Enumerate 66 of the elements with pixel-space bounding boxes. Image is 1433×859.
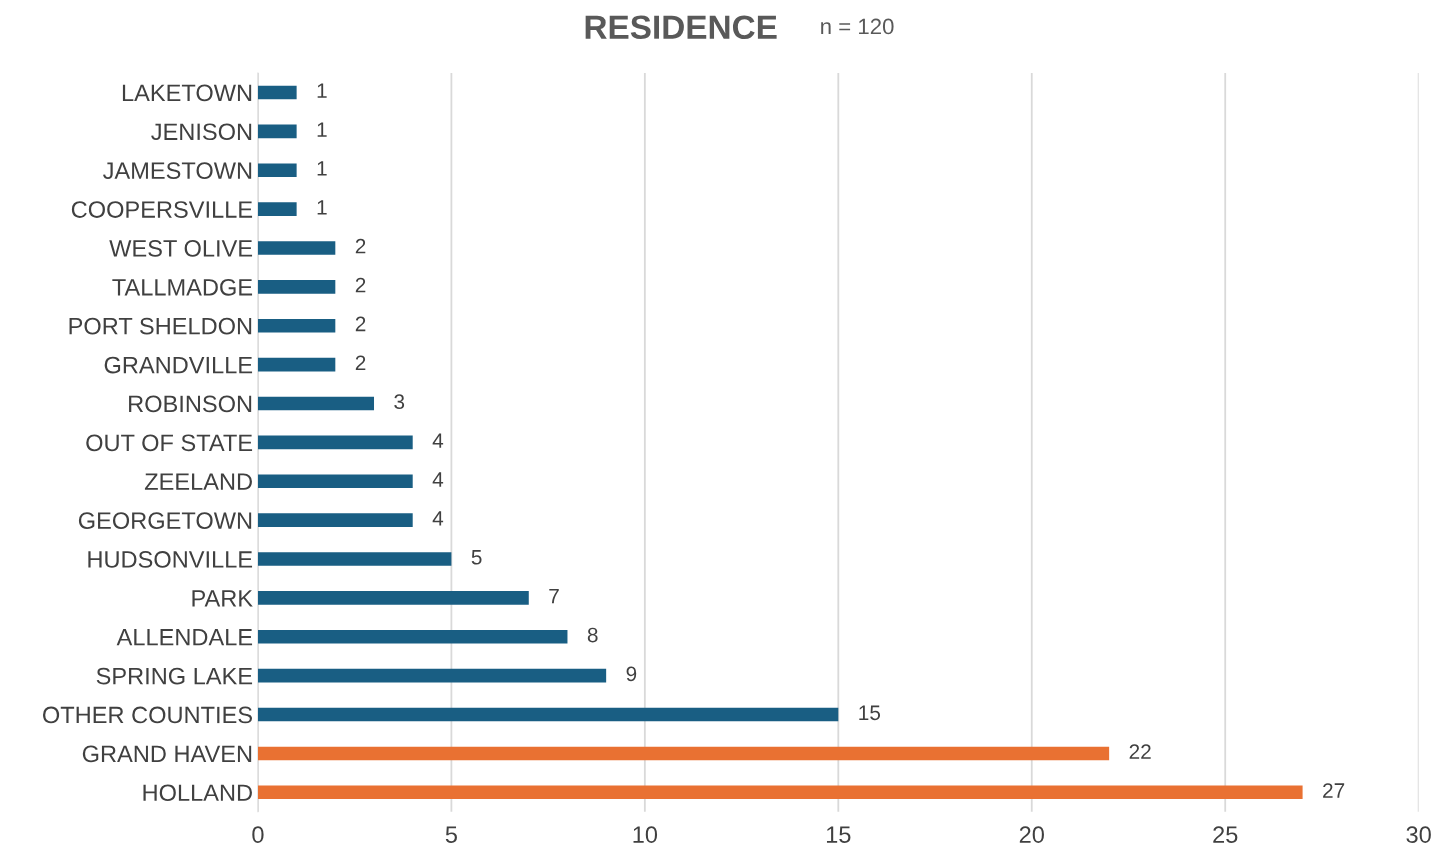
data-label: 3 [394, 394, 405, 410]
data-label: 1 [317, 122, 327, 137]
x-tick-label: 10 [633, 826, 658, 843]
y-tick-label: ROBINSON [129, 395, 252, 413]
bar [257, 435, 413, 450]
bar [257, 85, 297, 100]
data-label: 4 [432, 433, 444, 448]
data-label: 7 [549, 588, 559, 604]
y-tick-label: SPRING LAKE [96, 667, 253, 685]
y-tick-label: OUT OF STATE [86, 434, 253, 452]
y-tick-label: JAMESTOWN [103, 162, 252, 180]
bar [257, 591, 529, 605]
y-tick-label: GRANDVILLE [104, 356, 253, 374]
bar [257, 629, 568, 644]
data-label: 1 [317, 83, 327, 98]
data-label: 15 [859, 705, 881, 721]
data-label: 8 [587, 627, 598, 643]
data-label: 4 [432, 472, 444, 487]
bar [257, 707, 839, 722]
x-tick-label: 15 [826, 826, 851, 843]
y-tick-label: PARK [192, 590, 253, 607]
y-tick-label: JENISON [151, 123, 252, 141]
y-tick-label: OTHER COUNTIES [43, 706, 252, 724]
bar [257, 357, 336, 372]
bar [257, 474, 413, 489]
x-tick-label: 30 [1406, 826, 1431, 843]
y-tick-label: HUDSONVILLE [88, 551, 253, 568]
bar [257, 668, 607, 683]
bar [257, 513, 413, 527]
y-tick-label: LAKETOWN [122, 84, 252, 102]
bar [257, 746, 1110, 761]
bar [257, 202, 297, 216]
data-label: 2 [355, 277, 366, 293]
data-label: 2 [355, 238, 366, 254]
y-tick-label: GRAND HAVEN [82, 745, 252, 763]
bar [257, 163, 297, 178]
data-label: 5 [471, 550, 482, 565]
chart-subtitle: n = 120 [821, 18, 894, 35]
bar [257, 552, 452, 566]
x-tick-label: 0 [252, 826, 264, 843]
data-label: 4 [432, 511, 444, 526]
data-label: 27 [1323, 783, 1345, 798]
data-label: 9 [626, 666, 637, 682]
y-tick-label: GEORGETOWN [78, 512, 252, 529]
x-tick-label: 5 [445, 826, 457, 843]
chart-title: RESIDENCE [585, 15, 777, 40]
bar [257, 280, 336, 294]
bar [257, 785, 1303, 800]
data-label: 2 [355, 316, 366, 332]
data-label: 1 [317, 161, 327, 176]
bar [257, 124, 297, 139]
data-label: 1 [317, 200, 327, 215]
bar [257, 241, 336, 255]
x-tick-label: 25 [1213, 826, 1238, 843]
bar [257, 318, 336, 333]
y-tick-label: COOPERSVILLE [71, 201, 253, 218]
bar [257, 396, 375, 411]
y-tick-label: HOLLAND [143, 784, 252, 802]
y-tick-label: WEST OLIVE [109, 240, 253, 257]
y-tick-label: ALLENDALE [116, 629, 253, 646]
y-tick-label: ZEELAND [144, 473, 252, 490]
y-tick-label: TALLMADGE [112, 278, 253, 296]
data-label: 2 [355, 355, 366, 371]
y-tick-label: PORT SHELDON [69, 317, 252, 335]
data-label: 22 [1129, 744, 1151, 759]
x-tick-label: 20 [1019, 826, 1044, 843]
